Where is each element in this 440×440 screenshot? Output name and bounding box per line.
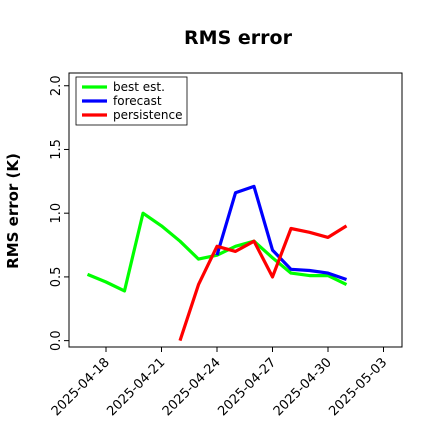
legend-label: forecast (113, 94, 162, 108)
plot-area-frame (68, 72, 403, 348)
legend-label: best est. (113, 80, 165, 94)
x-tick-label: 2025-04-21 (104, 355, 168, 419)
y-tick-label: 1.0 (49, 203, 64, 224)
chart-title: RMS error (184, 27, 293, 49)
series-line-forecast (215, 184, 348, 282)
series-line-persistence (178, 224, 348, 342)
x-tick-label: 2025-05-03 (326, 355, 390, 419)
series-lines (86, 184, 348, 342)
y-tick-label: 0.0 (49, 330, 64, 351)
x-tick-label: 2025-04-30 (271, 355, 335, 419)
y-tick-label: 0.5 (49, 267, 64, 288)
x-axis: 2025-04-182025-04-212025-04-242025-04-27… (49, 347, 390, 419)
y-tick-label: 2.0 (49, 75, 64, 96)
x-tick-label: 2025-04-24 (160, 355, 224, 419)
y-axis-label: RMS error (K) (4, 153, 22, 269)
legend-label: persistence (113, 108, 182, 122)
x-tick-label: 2025-04-18 (49, 355, 113, 419)
x-tick-label: 2025-04-27 (215, 355, 279, 419)
y-axis: 0.0 0.5 1.0 1.5 2.0 (49, 75, 69, 351)
y-tick-label: 1.5 (49, 139, 64, 160)
